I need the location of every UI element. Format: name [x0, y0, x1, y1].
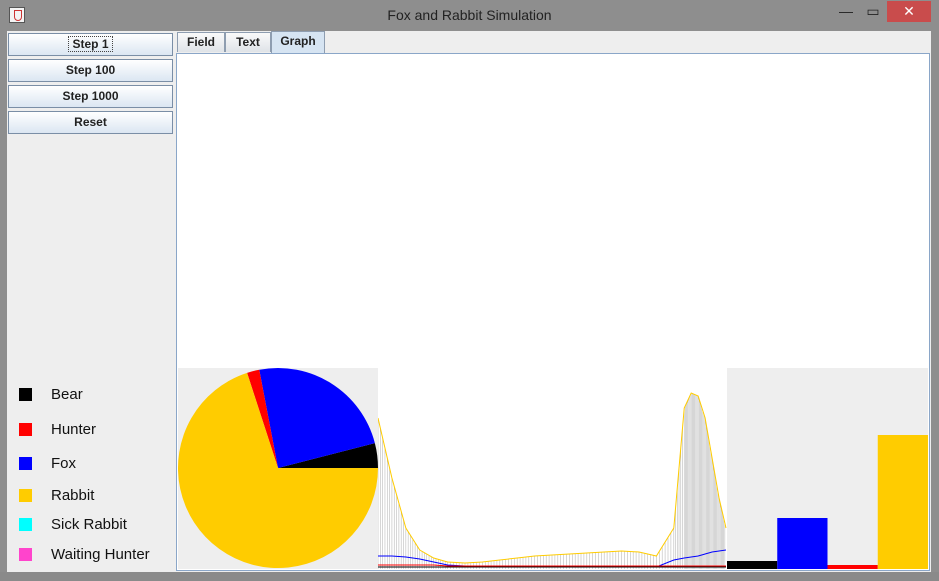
tab-text[interactable]: Text: [225, 32, 271, 52]
pie-chart-svg: [178, 368, 378, 568]
legend-swatch-sick-rabbit: [19, 518, 32, 531]
legend-swatch-waiting-hunter: [19, 548, 32, 561]
maximize-button[interactable]: ▭: [866, 3, 880, 19]
legend-swatch-rabbit: [19, 489, 32, 502]
pie-slice-bear: [278, 443, 378, 468]
bar-rabbit: [877, 435, 928, 569]
bar-chart-svg: [727, 435, 928, 569]
legend-label-hunter: Hunter: [51, 421, 97, 438]
close-button[interactable]: ✕: [887, 1, 931, 22]
step-1-label: Step 1: [68, 36, 113, 52]
window-title: Fox and Rabbit Simulation: [387, 7, 552, 23]
legend-label-waiting-hunter: Waiting Hunter: [51, 546, 150, 563]
legend-swatch-fox: [19, 457, 32, 470]
line-series-0: [378, 392, 727, 564]
pie-slice-hunter: [247, 369, 278, 468]
pie-slice-rabbit: [178, 372, 378, 568]
legend-swatch-bear: [19, 388, 32, 401]
bar-fox: [777, 518, 828, 569]
graph-panel: [176, 53, 930, 571]
step-1-button[interactable]: Step 1: [8, 33, 173, 56]
legend-label-bear: Bear: [51, 386, 83, 403]
step-100-button[interactable]: Step 100: [8, 59, 173, 82]
pie-chart: [178, 368, 378, 569]
step-1000-button[interactable]: Step 1000: [8, 85, 173, 108]
legend-swatch-hunter: [19, 423, 32, 436]
tab-graph[interactable]: Graph: [271, 31, 325, 53]
population-line-chart: [378, 368, 727, 569]
client-area: Step 1 Step 100 Step 1000 Reset Bear Hun…: [7, 31, 931, 572]
line-chart-svg: [378, 392, 727, 569]
population-bar-chart: [727, 368, 928, 569]
bar-hunter: [827, 565, 878, 569]
legend-label-fox: Fox: [51, 455, 77, 472]
pie-slice-fox: [259, 368, 375, 468]
tab-field[interactable]: Field: [177, 32, 225, 52]
legend-label-rabbit: Rabbit: [51, 487, 95, 504]
legend-label-sick-rabbit: Sick Rabbit: [51, 516, 127, 533]
title-bar[interactable]: Fox and Rabbit Simulation — ▭ ✕: [0, 0, 939, 31]
line-series-2: [378, 564, 726, 567]
java-icon[interactable]: [9, 7, 25, 23]
bar-bear: [727, 561, 778, 569]
window-bottom-edge: [0, 572, 939, 581]
minimize-button[interactable]: —: [839, 3, 853, 19]
reset-button[interactable]: Reset: [8, 111, 173, 134]
